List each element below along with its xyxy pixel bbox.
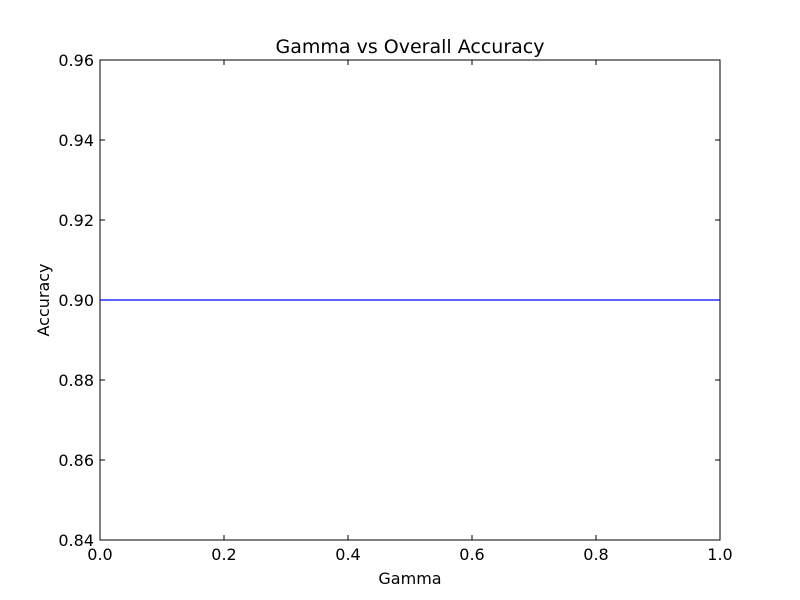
x-tick-label: 0.8 [583, 545, 608, 564]
y-tick-label: 0.88 [58, 371, 94, 390]
x-axis-label: Gamma [378, 569, 441, 588]
y-tick-label: 0.84 [58, 531, 94, 550]
y-axis-label: Accuracy [34, 263, 53, 336]
chart-title: Gamma vs Overall Accuracy [276, 36, 545, 58]
x-tick-label: 0.6 [459, 545, 484, 564]
axis-ticks: 0.0 0.2 0.4 0.6 0.8 1.0 0.84 0.86 0.88 0.90 0.92 0.… [58, 51, 732, 564]
x-tick-label: 1.0 [707, 545, 732, 564]
y-tick-label: 0.96 [58, 51, 94, 70]
y-tick-label: 0.90 [58, 291, 94, 310]
y-tick-label: 0.92 [58, 211, 94, 230]
y-tick-label: 0.94 [58, 131, 94, 150]
x-tick-label: 0.0 [87, 545, 112, 564]
x-tick-label: 0.2 [211, 545, 236, 564]
x-tick-label: 0.4 [335, 545, 360, 564]
y-tick-label: 0.86 [58, 451, 94, 470]
